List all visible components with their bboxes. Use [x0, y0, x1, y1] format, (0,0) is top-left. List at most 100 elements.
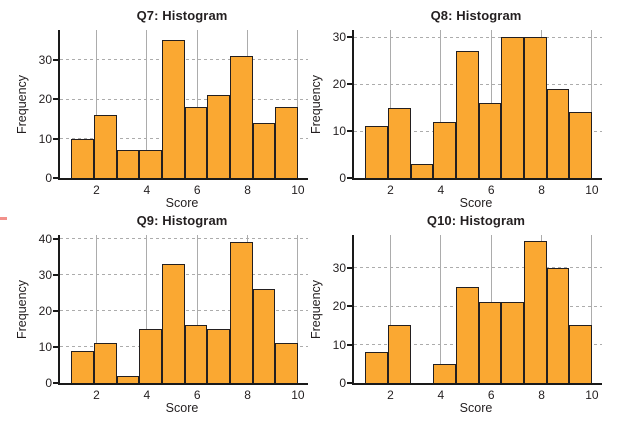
- y-tick-label: 10: [38, 131, 52, 146]
- vertical-gridline: [390, 235, 391, 383]
- histogram-bar: [569, 325, 592, 383]
- x-tick-label: 2: [93, 388, 100, 402]
- histogram-bar: [207, 328, 230, 383]
- y-tick-mark: [347, 305, 352, 308]
- y-tick-label: 30: [38, 52, 52, 67]
- y-tick-label: 30: [332, 30, 346, 45]
- vertical-gridline: [440, 235, 442, 383]
- x-tick-label: 10: [585, 183, 599, 197]
- horizontal-gridline: [354, 267, 602, 269]
- histogram-bar: [184, 325, 208, 383]
- vertical-gridline: [146, 30, 148, 178]
- y-tick-mark: [347, 343, 352, 346]
- y-tick-mark: [347, 83, 352, 86]
- histogram-bar: [229, 55, 253, 178]
- vertical-gridline: [297, 30, 299, 178]
- x-axis-label-q8: Score: [459, 196, 493, 210]
- y-tick-label: 0: [339, 376, 346, 390]
- y-tick-mark: [53, 273, 58, 276]
- vertical-gridline: [196, 30, 198, 178]
- y-tick-label: 20: [332, 77, 346, 92]
- x-tick-label: 4: [143, 388, 151, 402]
- x-tick-label: 8: [244, 183, 251, 197]
- y-tick-mark: [53, 382, 58, 384]
- x-tick-label: 8: [538, 183, 545, 197]
- x-tick-label: 8: [244, 388, 251, 402]
- histogram-bar: [501, 302, 524, 383]
- y-tick-mark: [347, 382, 352, 384]
- y-tick-label: 40: [38, 231, 52, 246]
- y-tick-label: 30: [332, 260, 346, 275]
- histogram-bar: [71, 350, 94, 383]
- plot-area-q10: 0 10 20 30 2 4 6 8 10: [333, 235, 602, 402]
- histogram-bar: [523, 37, 547, 178]
- plot-area-q9: 0 10 20 30 40 2 4 6 8 10: [39, 232, 308, 402]
- y-tick-mark: [53, 137, 58, 140]
- x-tick-label: 6: [487, 183, 495, 197]
- horizontal-gridline: [60, 238, 308, 240]
- vertical-gridline: [196, 235, 198, 383]
- histogram-bar: [433, 121, 456, 178]
- x-tick-label: 4: [143, 183, 151, 197]
- histogram-bar: [410, 163, 434, 178]
- vertical-gridline: [96, 235, 97, 383]
- histogram-bar: [387, 107, 411, 178]
- histogram-bar: [569, 112, 592, 178]
- vertical-gridline: [146, 235, 148, 383]
- histogram-bar: [455, 51, 479, 178]
- x-tick-label: 4: [437, 183, 445, 197]
- histogram-bar: [455, 286, 479, 383]
- x-tick-label: 10: [291, 183, 305, 197]
- y-tick-label: 20: [38, 92, 52, 107]
- x-axis-label-q7: Score: [165, 196, 199, 210]
- y-tick-label: 20: [332, 299, 346, 314]
- chart-title-q10: Q10: Histogram: [426, 213, 526, 228]
- vertical-gridline: [96, 30, 97, 178]
- histogram-bar: [387, 325, 411, 383]
- y-tick-label: 10: [332, 337, 346, 352]
- histogram-bar: [252, 289, 276, 383]
- x-tick-label: 2: [93, 183, 100, 197]
- histogram-bar: [501, 37, 524, 178]
- y-tick-mark: [347, 130, 352, 133]
- vertical-gridline: [297, 235, 299, 383]
- y-tick-label: 30: [38, 267, 52, 282]
- y-tick-mark: [53, 98, 58, 101]
- histogram-bar: [139, 328, 162, 383]
- chart-title-q7: Q7: Histogram: [136, 8, 228, 23]
- histogram-bar: [252, 122, 276, 178]
- y-tick-label: 10: [332, 124, 346, 139]
- y-tick-mark: [53, 345, 58, 348]
- histogram-bar: [523, 240, 547, 383]
- x-tick-label: 10: [291, 388, 305, 402]
- x-tick-label: 2: [387, 183, 394, 197]
- horizontal-gridline: [354, 36, 602, 38]
- plot-area-q8: 0 10 20 30 2 4 6 8 10: [333, 30, 602, 197]
- y-tick-mark: [53, 58, 58, 61]
- histogram-bar: [139, 150, 162, 178]
- vertical-gridline: [440, 30, 442, 178]
- x-axis-label-q9: Score: [165, 401, 199, 415]
- y-tick-mark: [53, 237, 58, 240]
- plot-area-q7: 0 10 20 30 2 4 6 8 10: [39, 30, 308, 197]
- y-tick-mark: [347, 36, 352, 39]
- histogram-bar: [116, 375, 140, 383]
- x-tick-label: 6: [487, 388, 495, 402]
- y-tick-label: 0: [45, 376, 52, 390]
- y-tick-mark: [53, 309, 58, 312]
- histogram-bar: [93, 343, 117, 383]
- histogram-bar: [161, 39, 185, 178]
- y-tick-label: 0: [339, 171, 346, 185]
- histogram-bar: [161, 263, 185, 383]
- x-tick-label: 6: [193, 183, 201, 197]
- x-tick-label: 10: [585, 388, 599, 402]
- y-tick-label: 20: [38, 303, 52, 318]
- histogram-bar: [116, 150, 140, 178]
- chart-title-q8: Q8: Histogram: [430, 8, 522, 23]
- y-tick-mark: [347, 177, 352, 179]
- histogram-bar: [184, 106, 208, 178]
- histogram-bar: [93, 114, 117, 178]
- histogram-bar: [207, 95, 230, 178]
- histogram-bar: [433, 363, 456, 383]
